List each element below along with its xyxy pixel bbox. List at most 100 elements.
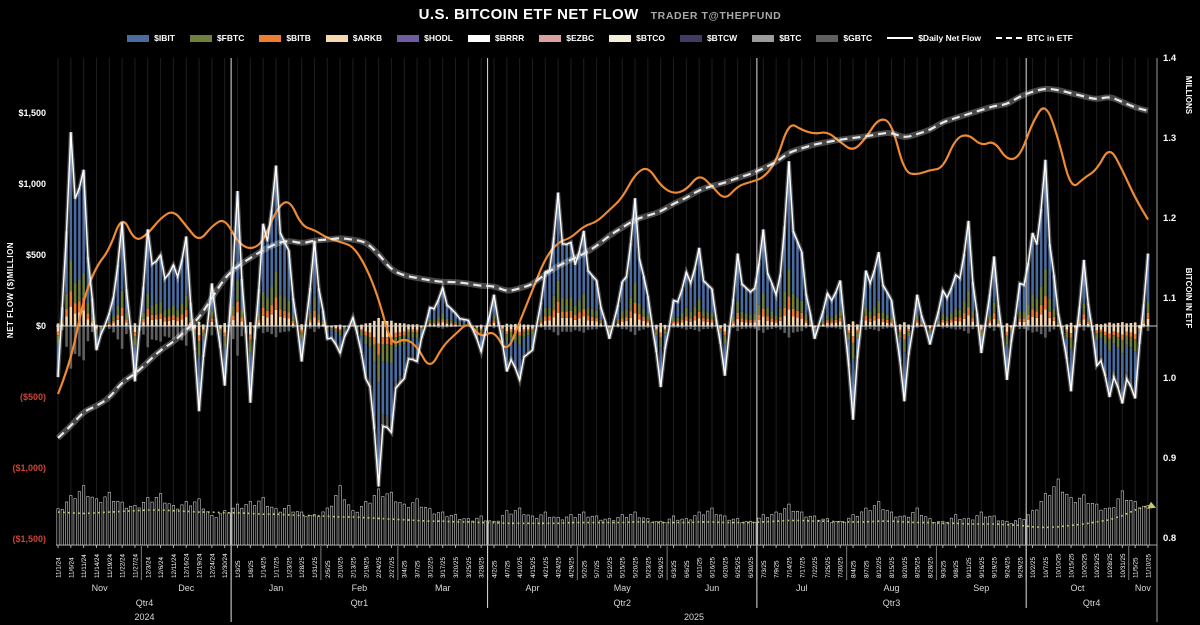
right-axis-tick: 1.1 [1163, 293, 1177, 304]
right-axis-units: MILLIONS [1184, 76, 1193, 115]
left-axis-title: NET FLOW ($)MILLION [6, 242, 15, 338]
date-label: 6/11/25 [697, 557, 704, 578]
date-label: 5/23/25 [645, 556, 652, 578]
dotted-trend-line [57, 505, 1149, 529]
x-axis-year-labels: 2024 2025 [135, 612, 705, 622]
dotted-line-arrow-icon [1147, 501, 1156, 509]
legend-label: $FBTC [216, 33, 245, 43]
date-label: 1/14/25 [261, 556, 268, 578]
legend-swatch-icon [539, 34, 562, 42]
date-label: 10/23/25 [1094, 553, 1101, 578]
date-label: 8/7/25 [863, 560, 870, 578]
date-label: 3/25/25 [466, 556, 473, 578]
date-label: 2/13/25 [350, 556, 357, 578]
daily-net-flow-line [56, 132, 1150, 487]
quarter-label: Qtr4 [1083, 598, 1101, 608]
date-label: 7/14/25 [786, 556, 793, 578]
date-label: 10/20/25 [1081, 553, 1088, 578]
date-label: 9/11/25 [966, 557, 973, 578]
month-label: Sep [973, 583, 989, 593]
quarter-label: Qtr2 [613, 598, 631, 608]
legend-item: $BTCO [609, 33, 665, 43]
legend-label: $EZBC [566, 33, 595, 43]
date-label: 10/7/25 [1043, 556, 1050, 578]
quarter-label: Qtr1 [351, 598, 369, 608]
left-axis-tick: $1,500 [18, 108, 46, 118]
legend-label: $BTCO [636, 33, 665, 43]
legend-label: $IBIT [154, 33, 175, 43]
date-label: 9/3/25 [940, 560, 947, 578]
date-label: 6/20/25 [722, 556, 729, 578]
legend-swatch-icon [127, 34, 150, 42]
month-label: Oct [1070, 583, 1085, 593]
date-label: 2/10/25 [338, 556, 345, 578]
date-label: 5/2/25 [581, 560, 588, 578]
legend-swatch-icon [816, 34, 839, 42]
date-label: 1/3/25 [235, 560, 242, 578]
legend-label: $BTCW [706, 33, 738, 43]
date-label: 12/24/24 [209, 553, 216, 578]
page-subtitle: TRADER T@THEPFUND [650, 10, 782, 22]
date-label: 12/19/24 [197, 553, 204, 578]
date-label: 5/15/25 [620, 556, 627, 578]
legend-dashed-line-icon [996, 37, 1023, 39]
btc-in-etf-line [55, 85, 1149, 441]
date-label: 1/28/25 [299, 556, 306, 578]
left-axis-tick: ($1,000) [12, 463, 46, 473]
legend-label: $Daily Net Flow [918, 33, 982, 43]
month-label: May [614, 583, 632, 593]
date-label: 2/24/25 [376, 556, 383, 578]
legend-swatch-icon [467, 34, 490, 42]
legend-item: BTC in ETF [996, 33, 1073, 43]
date-label: 4/15/25 [530, 556, 537, 578]
date-label: 12/6/24 [158, 556, 165, 578]
legend-swatch-icon [397, 34, 420, 42]
month-label: Nov [92, 583, 109, 593]
date-label: 3/7/25 [415, 560, 422, 578]
right-axis-tick: 1.0 [1163, 373, 1176, 384]
date-label: 1/17/25 [274, 556, 281, 578]
date-label: 9/8/25 [953, 560, 960, 578]
date-label: 11/22/24 [120, 553, 127, 578]
legend-swatch-icon [189, 34, 212, 42]
date-label: 4/24/25 [556, 556, 563, 578]
date-label: 8/15/25 [889, 556, 896, 578]
date-label: 4/29/25 [568, 556, 575, 578]
date-label: 5/7/25 [594, 560, 601, 578]
date-label: 3/12/25 [427, 556, 434, 578]
legend-item: $BTC [752, 33, 801, 43]
legend-item: $ARKB [325, 33, 382, 43]
right-axis-labels: 1.4 1.3 1.2 1.1 1.0 0.9 0.8 MILLIONS BITCOIN IN … [1163, 53, 1193, 544]
month-label: Jun [705, 583, 720, 593]
legend-item: $BTCW [679, 33, 738, 43]
legend-label: $BITB [286, 33, 311, 43]
date-label: 9/19/25 [992, 556, 999, 578]
year-label: 2024 [135, 612, 155, 622]
year-label: 2025 [684, 612, 704, 622]
month-label: Apr [525, 583, 539, 593]
legend-item: $GBTC [816, 33, 872, 43]
page-title: U.S. BITCOIN ETF NET FLOW [418, 6, 639, 23]
mini-volume-panel [56, 478, 1156, 546]
right-axis-tick: 0.9 [1163, 453, 1176, 464]
quarter-label: Qtr4 [136, 598, 154, 608]
legend-label: $GBTC [843, 33, 873, 43]
date-label: 10/28/25 [1107, 553, 1114, 578]
legend-swatch-icon [752, 34, 775, 42]
left-axis-tick: $500 [26, 250, 46, 260]
x-axis-month-labels: Nov Dec Jan Feb Mar Apr May Jun Jul Aug Sep Oct Nov [92, 583, 1152, 593]
separators-layer [56, 58, 1158, 622]
date-label: 4/10/25 [517, 556, 524, 578]
x-axis-quarter-labels: Qtr4 Qtr1 Qtr2 Qtr3 Qtr4 [136, 598, 1101, 608]
date-label: 7/30/25 [838, 556, 845, 578]
date-label: 7/9/25 [774, 560, 781, 578]
right-axis-tick: 0.8 [1163, 533, 1176, 544]
date-label: 4/21/25 [543, 556, 550, 578]
legend-item: $FBTC [189, 33, 245, 43]
date-label: 12/30/24 [222, 553, 229, 578]
month-label: Mar [435, 583, 451, 593]
date-label: 11/1/24 [56, 557, 63, 578]
date-label: 9/29/25 [1017, 556, 1024, 578]
month-label: Jul [796, 583, 808, 593]
